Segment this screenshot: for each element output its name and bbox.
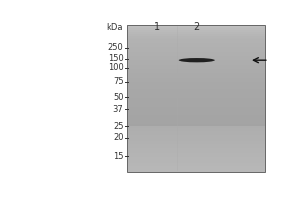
Bar: [127, 89, 266, 91]
Bar: [127, 32, 266, 34]
Bar: [127, 38, 266, 39]
Bar: [127, 54, 266, 56]
Bar: [127, 71, 266, 73]
Bar: [127, 78, 266, 80]
Bar: [127, 82, 266, 84]
Bar: [127, 111, 266, 113]
Bar: [127, 67, 266, 69]
Bar: [127, 164, 266, 166]
Bar: [127, 85, 266, 87]
Bar: [127, 100, 266, 102]
Text: 100: 100: [108, 63, 124, 72]
Text: 75: 75: [113, 77, 124, 86]
Bar: [127, 124, 266, 126]
Bar: [127, 115, 266, 117]
Bar: [127, 47, 266, 49]
Bar: [127, 113, 266, 115]
Bar: [127, 128, 266, 130]
Bar: [127, 122, 266, 124]
Bar: [127, 148, 266, 150]
Bar: [127, 133, 266, 135]
Bar: [127, 95, 266, 96]
Bar: [127, 142, 266, 144]
Bar: [127, 60, 266, 62]
Bar: [127, 65, 266, 67]
Bar: [127, 28, 266, 30]
Text: 37: 37: [113, 105, 124, 114]
Bar: [127, 152, 266, 153]
Bar: [127, 34, 266, 36]
Bar: [127, 119, 266, 120]
Bar: [127, 25, 266, 172]
Bar: [127, 117, 266, 119]
Bar: [127, 87, 266, 89]
Bar: [127, 63, 266, 65]
Bar: [127, 170, 266, 172]
Bar: [127, 104, 266, 106]
Bar: [127, 45, 266, 47]
Bar: [127, 30, 266, 32]
Bar: [127, 49, 266, 51]
Bar: [127, 106, 266, 107]
Bar: [127, 98, 266, 100]
Bar: [127, 76, 266, 78]
Bar: [127, 144, 266, 146]
Text: 50: 50: [113, 93, 124, 102]
Bar: [127, 62, 266, 63]
Ellipse shape: [179, 58, 215, 62]
Bar: [127, 58, 266, 60]
Bar: [127, 39, 266, 41]
Text: 25: 25: [113, 122, 124, 131]
Bar: [127, 74, 266, 76]
Text: kDa: kDa: [106, 23, 122, 32]
Text: 2: 2: [194, 22, 200, 32]
Bar: [127, 146, 266, 148]
Bar: [127, 36, 266, 38]
Bar: [127, 56, 266, 58]
Bar: [127, 84, 266, 85]
Bar: [127, 25, 266, 27]
Bar: [127, 130, 266, 131]
Bar: [127, 155, 266, 157]
Bar: [127, 27, 266, 28]
Bar: [127, 52, 266, 54]
Bar: [127, 139, 266, 141]
Bar: [127, 51, 266, 52]
Bar: [127, 96, 266, 98]
Bar: [127, 150, 266, 152]
Bar: [127, 41, 266, 43]
Bar: [127, 166, 266, 168]
Bar: [127, 159, 266, 161]
Text: 15: 15: [113, 152, 124, 161]
Bar: [127, 69, 266, 71]
Bar: [127, 131, 266, 133]
Bar: [127, 141, 266, 142]
Bar: [127, 91, 266, 93]
Bar: [127, 73, 266, 74]
Bar: [127, 137, 266, 139]
Text: 1: 1: [154, 22, 160, 32]
Bar: [127, 157, 266, 159]
Text: 150: 150: [108, 54, 124, 63]
Text: 20: 20: [113, 133, 124, 142]
Bar: [127, 109, 266, 111]
Bar: [127, 161, 266, 163]
Bar: [127, 107, 266, 109]
Bar: [127, 80, 266, 82]
Bar: [127, 126, 266, 128]
Bar: [127, 135, 266, 137]
Bar: [127, 168, 266, 170]
Bar: [127, 163, 266, 164]
Bar: [127, 43, 266, 45]
Bar: [127, 93, 266, 95]
Bar: [127, 120, 266, 122]
Text: 250: 250: [108, 43, 124, 52]
Bar: [127, 102, 266, 104]
Bar: [127, 153, 266, 155]
